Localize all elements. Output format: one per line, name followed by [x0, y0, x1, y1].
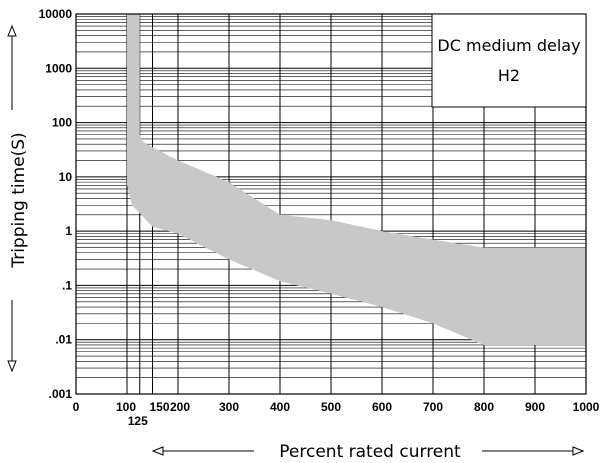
y-tick-label: .1 — [62, 278, 72, 292]
x-tick-label: 1000 — [573, 400, 600, 414]
x-axis-label: Percent rated current — [279, 442, 461, 462]
y-tick-label: 1000 — [45, 61, 72, 75]
x-tick-label: 200 — [170, 400, 190, 414]
legend: DC medium delay H2 — [431, 13, 587, 108]
x-tick-label: 0 — [73, 400, 80, 414]
legend-line2: H2 — [498, 66, 520, 85]
x-tick-label: 100 — [116, 400, 136, 414]
x-tick-label: 400 — [270, 400, 290, 414]
x-tick-label: 500 — [321, 400, 341, 414]
y-tick-label: .001 — [49, 387, 73, 401]
x-tick-label: 700 — [423, 400, 443, 414]
tripping-band — [127, 14, 586, 345]
axes — [75, 13, 587, 395]
x-tick-label: 300 — [219, 400, 239, 414]
y-tick-label: 100 — [52, 116, 72, 130]
x-tick-label: 900 — [525, 400, 545, 414]
y-axis-arrow-up — [7, 24, 17, 110]
y-tick-label: 10 — [59, 170, 73, 184]
y-tick-label: 1 — [65, 224, 72, 238]
plot-frame — [75, 13, 587, 395]
y-axis-arrow-down — [7, 300, 17, 373]
y-axis-label: Tripping time(S) — [9, 132, 29, 268]
y-tick-label: .01 — [55, 333, 72, 347]
x-axis-arrow-left — [151, 446, 254, 456]
legend-line1: DC medium delay — [437, 36, 580, 55]
legend-box — [431, 13, 587, 108]
x-axis-arrow-right — [482, 446, 585, 456]
x-tick-label-extra: 125 — [128, 414, 148, 428]
tick-labels: .001 .01 .1 1 10 100 1000 10000 0 100 150 200 300 400… — [39, 7, 600, 428]
x-tick-label: 600 — [372, 400, 392, 414]
x-tick-label: 800 — [474, 400, 494, 414]
y-tick-label: 10000 — [39, 7, 73, 21]
x-tick-label: 150 — [150, 400, 170, 414]
tripping-band-area — [127, 14, 586, 345]
